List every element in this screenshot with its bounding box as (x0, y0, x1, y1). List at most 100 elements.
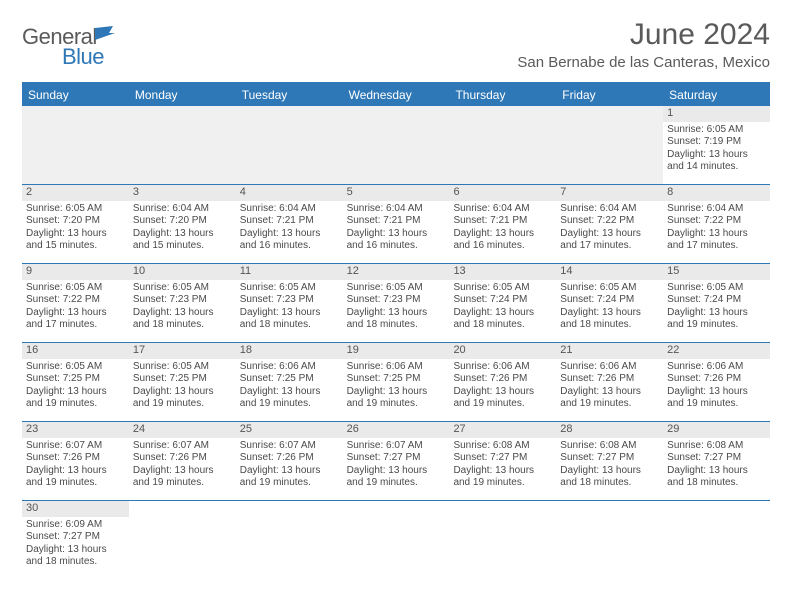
day-cell: 12 Sunrise: 6:05 AMSunset: 7:23 PMDayligh… (343, 264, 450, 342)
day-cell: 14Sunrise: 6:05 AMSunset: 7:24 PMDayligh… (556, 264, 663, 342)
dl1-text: Daylight: 13 hours (667, 465, 766, 478)
sunrise-text: Sunrise: 6:09 AM (26, 519, 125, 532)
weekday-sunday: Sunday (22, 84, 129, 106)
day-cell: 20Sunrise: 6:06 AMSunset: 7:26 PMDayligh… (449, 343, 556, 421)
dl1-text: Daylight: 13 hours (560, 307, 659, 320)
day-number: 4 (236, 185, 343, 201)
dl1-text: Daylight: 13 hours (667, 386, 766, 399)
sunset-text: Sunset: 7:24 PM (667, 294, 766, 307)
sunset-text: Sunset: 7:27 PM (667, 452, 766, 465)
sunset-text: Sunset: 7:22 PM (560, 215, 659, 228)
dl2-text: and 19 minutes. (667, 319, 766, 332)
day-cell: 27Sunrise: 6:08 AMSunset: 7:27 PMDayligh… (449, 422, 556, 500)
dl1-text: Daylight: 13 hours (453, 307, 552, 320)
day-cell: 22Sunrise: 6:06 AMSunset: 7:26 PMDayligh… (663, 343, 770, 421)
dl2-text: and 18 minutes. (240, 319, 339, 332)
dl2-text: and 16 minutes. (240, 240, 339, 253)
weekday-friday: Friday (556, 84, 663, 106)
weekday-wednesday: Wednesday (343, 84, 450, 106)
logo-text: GeneralBlue (22, 24, 119, 76)
day-number: 27 (449, 422, 556, 438)
sunrise-text: Sunrise: 6:08 AM (667, 440, 766, 453)
weekday-monday: Monday (129, 84, 236, 106)
sunrise-text: Sunrise: 6:05 AM (26, 282, 125, 295)
day-number: 10 (129, 264, 236, 280)
dl1-text: Daylight: 13 hours (347, 228, 446, 241)
sunrise-text: Sunrise: 6:06 AM (347, 361, 446, 374)
sunrise-text: Sunrise: 6:04 AM (453, 203, 552, 216)
dl2-text: and 19 minutes. (26, 398, 125, 411)
sunset-text: Sunset: 7:27 PM (347, 452, 446, 465)
day-number: 18 (236, 343, 343, 359)
week-row: 9Sunrise: 6:05 AMSunset: 7:22 PMDaylight… (22, 264, 770, 343)
day-number: 25 (236, 422, 343, 438)
dl2-text: and 18 minutes. (453, 319, 552, 332)
dl2-text: and 19 minutes. (240, 477, 339, 490)
dl2-text: and 15 minutes. (133, 240, 232, 253)
day-number: 5 (343, 185, 450, 201)
day-cell: 13Sunrise: 6:05 AMSunset: 7:24 PMDayligh… (449, 264, 556, 342)
dl2-text: and 18 minutes. (560, 319, 659, 332)
dl2-text: and 16 minutes. (347, 240, 446, 253)
dl1-text: Daylight: 13 hours (26, 544, 125, 557)
dl2-text: and 19 minutes. (667, 398, 766, 411)
dl2-text: and 19 minutes. (347, 398, 446, 411)
sunrise-text: Sunrise: 6:05 AM (133, 361, 232, 374)
dl2-text: and 17 minutes. (560, 240, 659, 253)
day-number: 24 (129, 422, 236, 438)
sunset-text: Sunset: 7:22 PM (667, 215, 766, 228)
day-cell: 30Sunrise: 6:09 AMSunset: 7:27 PMDayligh… (22, 501, 129, 579)
day-number: 12 (343, 264, 450, 280)
sunset-text: Sunset: 7:27 PM (453, 452, 552, 465)
header: GeneralBlue June 2024 San Bernabe de las… (22, 18, 770, 76)
sunset-text: Sunset: 7:21 PM (347, 215, 446, 228)
dl1-text: Daylight: 13 hours (26, 228, 125, 241)
day-number: 16 (22, 343, 129, 359)
sunrise-text: Sunrise: 6:05 AM (347, 282, 446, 295)
sunrise-text: Sunrise: 6:04 AM (133, 203, 232, 216)
day-number: 20 (449, 343, 556, 359)
day-cell: 1Sunrise: 6:05 AMSunset: 7:19 PMDaylight… (663, 106, 770, 184)
sunset-text: Sunset: 7:26 PM (133, 452, 232, 465)
sunset-text: Sunset: 7:23 PM (133, 294, 232, 307)
dl1-text: Daylight: 13 hours (347, 386, 446, 399)
day-cell: 19Sunrise: 6:06 AMSunset: 7:25 PMDayligh… (343, 343, 450, 421)
dl2-text: and 18 minutes. (347, 319, 446, 332)
sunset-text: Sunset: 7:24 PM (453, 294, 552, 307)
sunset-text: Sunset: 7:21 PM (453, 215, 552, 228)
dl2-text: and 18 minutes. (667, 477, 766, 490)
dl2-text: and 19 minutes. (240, 398, 339, 411)
dl2-text: and 19 minutes. (560, 398, 659, 411)
dl2-text: and 17 minutes. (26, 319, 125, 332)
sunset-text: Sunset: 7:20 PM (133, 215, 232, 228)
day-cell: 15Sunrise: 6:05 AMSunset: 7:24 PMDayligh… (663, 264, 770, 342)
empty-cell (129, 501, 236, 579)
dl1-text: Daylight: 13 hours (240, 465, 339, 478)
dl1-text: Daylight: 13 hours (560, 465, 659, 478)
dl1-text: Daylight: 13 hours (667, 307, 766, 320)
sunrise-text: Sunrise: 6:04 AM (560, 203, 659, 216)
dl1-text: Daylight: 13 hours (667, 228, 766, 241)
day-cell: 26Sunrise: 6:07 AMSunset: 7:27 PMDayligh… (343, 422, 450, 500)
weeks-container: 1Sunrise: 6:05 AMSunset: 7:19 PMDaylight… (22, 106, 770, 579)
week-row: 30Sunrise: 6:09 AMSunset: 7:27 PMDayligh… (22, 501, 770, 579)
flag-icon (95, 20, 117, 46)
dl1-text: Daylight: 13 hours (133, 228, 232, 241)
day-number: 30 (22, 501, 129, 517)
sunset-text: Sunset: 7:23 PM (347, 294, 446, 307)
day-cell: 23Sunrise: 6:07 AMSunset: 7:26 PMDayligh… (22, 422, 129, 500)
dl2-text: and 19 minutes. (133, 398, 232, 411)
day-cell: 18Sunrise: 6:06 AMSunset: 7:25 PMDayligh… (236, 343, 343, 421)
day-number: 13 (449, 264, 556, 280)
empty-cell (343, 501, 450, 579)
sunset-text: Sunset: 7:20 PM (26, 215, 125, 228)
day-number: 1 (663, 106, 770, 122)
day-cell: 5 Sunrise: 6:04 AMSunset: 7:21 PMDaylight… (343, 185, 450, 263)
dl1-text: Daylight: 13 hours (347, 307, 446, 320)
day-cell: 11Sunrise: 6:05 AMSunset: 7:23 PMDayligh… (236, 264, 343, 342)
week-row: 1Sunrise: 6:05 AMSunset: 7:19 PMDaylight… (22, 106, 770, 185)
empty-cell (343, 106, 450, 184)
sunrise-text: Sunrise: 6:04 AM (347, 203, 446, 216)
sunrise-text: Sunrise: 6:06 AM (560, 361, 659, 374)
empty-cell (449, 501, 556, 579)
